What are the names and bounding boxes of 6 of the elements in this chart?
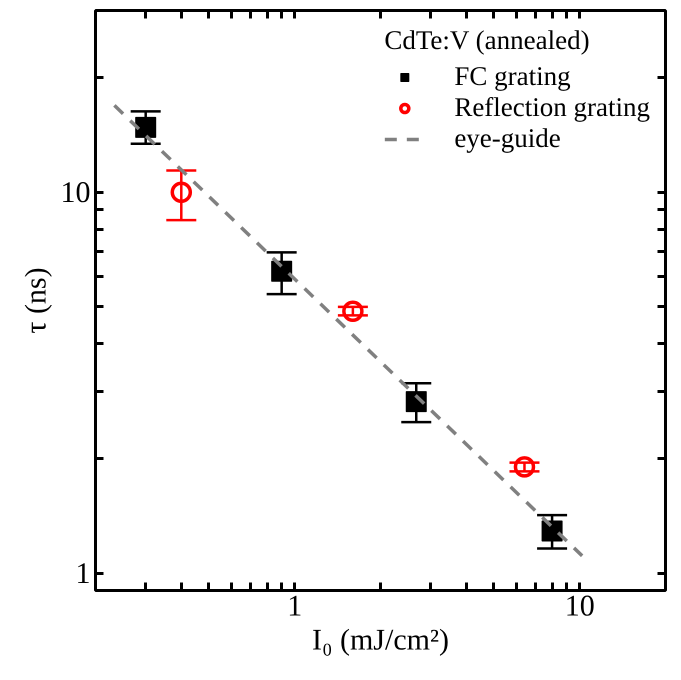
legend-label: eye-guide <box>454 123 561 154</box>
x-axis-title: I₀ (mJ/cm²) <box>312 624 449 656</box>
legend-label: Reflection grating <box>454 92 650 123</box>
y-axis-title: τ (ns) <box>20 267 52 334</box>
legend-label: FC grating <box>454 61 571 92</box>
legend-title: CdTe:V (annealed) <box>384 25 591 56</box>
